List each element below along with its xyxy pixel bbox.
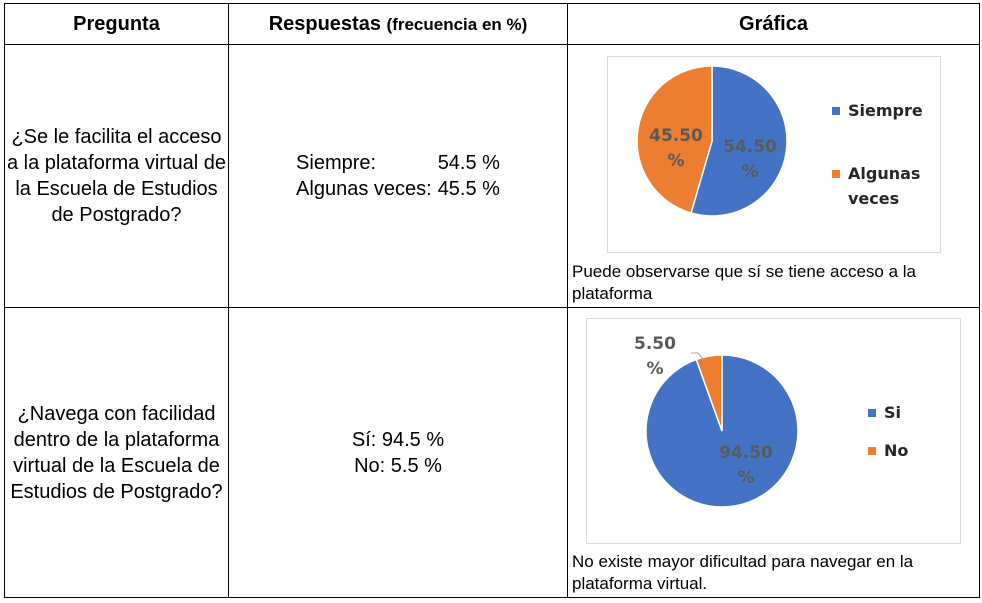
- header-respuestas-sub: (frecuencia en %): [386, 14, 528, 34]
- data-label: 54.50%: [723, 137, 777, 182]
- legend-label: Algunas: [848, 164, 920, 183]
- pie-chart-1: 54.50% 45.50% Siempre Algunas veces: [606, 55, 941, 253]
- legend-label: veces: [848, 189, 899, 208]
- response-value: 54.5 %: [437, 152, 500, 174]
- legend-item: No: [868, 441, 908, 460]
- survey-table: Pregunta Respuestas (frecuencia en %) Gr…: [4, 3, 980, 598]
- chart-caption: Puede observarse que sí se tiene acceso …: [572, 261, 916, 303]
- data-label: 5.50%: [634, 334, 676, 379]
- pie-slices: [635, 64, 788, 217]
- responses-cell: Siempre: 54.5 % Algunas veces: 45.5 %: [228, 44, 568, 308]
- question-cell: ¿Se le facilita el acceso a la plataform…: [4, 44, 229, 308]
- header-grafica: Gráfica: [567, 3, 980, 45]
- table-row: ¿Se le facilita el acceso a la plataform…: [4, 44, 980, 308]
- legend-label: Siempre: [848, 101, 923, 120]
- response-value: 45.5 %: [437, 178, 500, 200]
- header-respuestas: Respuestas (frecuencia en %): [228, 3, 568, 45]
- header-pregunta: Pregunta: [4, 3, 229, 45]
- legend-swatch: [831, 106, 840, 115]
- table-row: ¿Navega con facilidad dentro de la plata…: [4, 307, 980, 598]
- responses-cell: Sí: 94.5 % No: 5.5 %: [228, 307, 568, 598]
- response-label: Siempre:: [296, 152, 377, 174]
- response-label: Algunas veces:: [296, 178, 432, 200]
- pie-chart-1-svg: 54.50 % 45.50 % Siempre Algunas veces: [635, 64, 923, 217]
- legend-label: Si: [884, 403, 901, 422]
- legend-item: Algunas veces: [831, 164, 920, 208]
- pie-slice-no: [695, 353, 723, 431]
- question-cell: ¿Navega con facilidad dentro de la plata…: [4, 307, 229, 598]
- header-row: Pregunta Respuestas (frecuencia en %) Gr…: [4, 3, 980, 45]
- pie-slice-siempre: [689, 64, 788, 217]
- response-label: No: 5.5 %: [354, 454, 442, 477]
- chart-cell: 54.50% 45.50% Siempre Algunas veces Puede ob…: [567, 44, 980, 308]
- pie-chart-2-svg: 94.50 % 5.50 % Si No: [634, 334, 908, 508]
- data-label: 94.50%: [719, 443, 773, 488]
- pie-chart-2: 94.50% 5.50% Si No: [586, 317, 961, 544]
- leader-line: [691, 352, 706, 361]
- legend-swatch: [868, 408, 876, 417]
- legend-label: No: [884, 441, 908, 460]
- legend-item: Si: [868, 403, 901, 422]
- legend-item: Siempre: [831, 101, 923, 120]
- data-label: 45.50%: [649, 126, 703, 171]
- pie-slices: [645, 353, 799, 508]
- pie-slice-algunas-veces: [635, 64, 713, 214]
- chart-caption: No existe mayor dificultad para navegar …: [572, 551, 914, 593]
- responses-list: Siempre: 54.5 % Algunas veces: 45.5 %: [296, 150, 500, 202]
- response-label: Sí: 94.5 %: [351, 428, 445, 451]
- legend-swatch: [868, 446, 876, 455]
- legend-swatch: [831, 169, 840, 178]
- chart-cell: 94.50% 5.50% Si No No existe mayor dificult…: [567, 307, 980, 598]
